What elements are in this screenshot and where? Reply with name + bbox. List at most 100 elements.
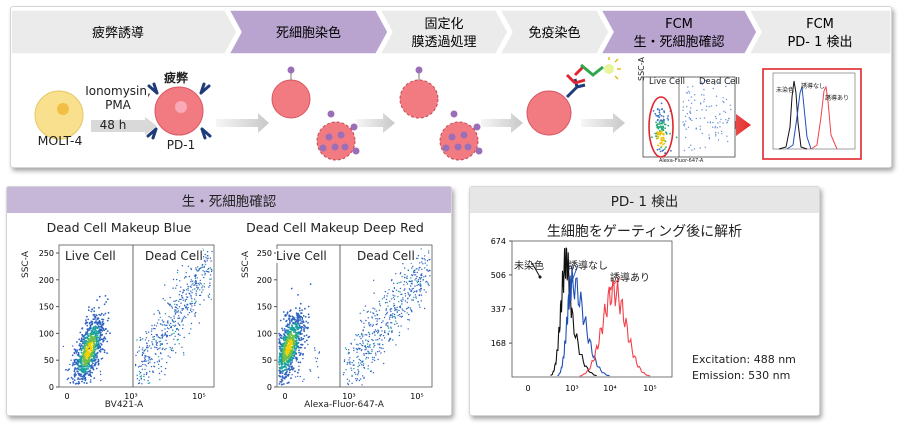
y-tick-label: 0 bbox=[267, 383, 272, 392]
mini-live-label: Live Cell bbox=[649, 77, 685, 87]
pointer-arrow-icon bbox=[609, 276, 621, 290]
pd1-subtitle: 生細胞をゲーティング後に解析 bbox=[546, 224, 743, 240]
x-tick-label: 10³ bbox=[565, 384, 578, 393]
step-chevron bbox=[498, 9, 610, 55]
histogram-series bbox=[550, 247, 597, 377]
y-tick-label: 337 bbox=[491, 305, 506, 314]
y-tick-label: 150 bbox=[257, 303, 272, 312]
mini-histogram bbox=[762, 68, 862, 160]
y-tick-label: 150 bbox=[39, 303, 54, 312]
unstained-label: 未染色 bbox=[514, 261, 544, 272]
plot1-title: Dead Cell Makeup Blue bbox=[46, 220, 192, 235]
induced-label: 誘導あり bbox=[610, 273, 650, 284]
treatment-arrow-icon bbox=[91, 117, 157, 135]
viability-header: 生・死細胞確認 bbox=[7, 187, 451, 213]
y-tick-label: 200 bbox=[39, 276, 54, 285]
no-induction-label: 誘導なし bbox=[568, 261, 608, 272]
plot1-dead-label: Dead Cell bbox=[145, 249, 203, 263]
pd1-receptor-icon bbox=[146, 82, 212, 140]
pointer-arrow-icon bbox=[571, 264, 579, 282]
plot2-title: Dead Cell Makeup Deep Red bbox=[246, 220, 424, 235]
y-tick-label: 250 bbox=[39, 249, 54, 258]
plot2-ylabel: SSC-A bbox=[241, 251, 251, 278]
histogram-series bbox=[579, 278, 651, 377]
viability-dotplots: 250 200 150 100 50 0 0 10³ 10⁵ 250 200 150 100 50 0 0 10… bbox=[39, 244, 433, 401]
y-tick-label: 50 bbox=[262, 356, 272, 365]
x-tick-label: 10⁵ bbox=[410, 392, 423, 401]
workflow-illustration bbox=[34, 57, 862, 161]
antibody-cell-icon bbox=[526, 57, 621, 136]
x-tick-label: 0 bbox=[525, 384, 530, 393]
plot1-ylabel: SSC-A bbox=[21, 251, 31, 278]
fixed-cell-icon bbox=[399, 66, 483, 161]
step-label: FCM bbox=[806, 17, 834, 32]
cell-line-label: MOLT-4 bbox=[37, 133, 83, 148]
dotplot: 250 200 150 100 50 0 0 10³ 10⁵ bbox=[257, 244, 433, 401]
pointer-arrow-icon bbox=[531, 262, 541, 278]
step-chevron bbox=[599, 9, 758, 55]
step-label: 生・死細胞確認 bbox=[633, 34, 724, 50]
mini-xlabel: Alexa-Fluor-647-A bbox=[659, 158, 704, 164]
step-label: PD- 1 検出 bbox=[787, 35, 852, 50]
pd1-panel: PD- 1 検出 生細胞をゲーティング後に解析 674 506 337 168 0 10³… bbox=[469, 186, 820, 416]
mini-no-induction-label: 誘導なし bbox=[801, 83, 826, 90]
plot1-xlabel: BV421-A bbox=[104, 400, 144, 410]
workflow-panel: 疲弊誘導 死細胞染色 固定化膜透過処理 免疫染色 FCM 生・死細胞確認 FCM PD- 1 … bbox=[10, 6, 892, 168]
arrow-icon bbox=[216, 113, 269, 133]
mini-ylabel: SSC-A bbox=[637, 57, 646, 81]
plot2-live-label: Live Cell bbox=[276, 249, 327, 263]
mini-dotplot bbox=[642, 76, 736, 158]
arrow-icon bbox=[356, 113, 395, 133]
mini-unstained-label: 未染色 bbox=[776, 87, 795, 94]
x-tick-label: 0 bbox=[64, 392, 69, 401]
duration-label: 48 h bbox=[99, 118, 127, 132]
step-chevron bbox=[11, 9, 238, 55]
step-label: 疲弊誘導 bbox=[92, 25, 144, 41]
mini-induced-label: 誘導あり bbox=[825, 95, 850, 102]
pd1-histogram: 674 506 337 168 0 10³ 10⁴ 10⁵ bbox=[491, 237, 673, 393]
x-tick-label: 10⁵ bbox=[643, 384, 656, 393]
exhausted-cell-icon bbox=[146, 82, 212, 140]
plot2-dead-label: Dead Cell bbox=[357, 249, 415, 263]
step-chevron bbox=[227, 9, 389, 55]
histogram-series bbox=[557, 266, 610, 377]
exhausted-label: 疲弊 bbox=[163, 71, 188, 85]
plot2-xlabel: Alexa-Fluor-647-A bbox=[304, 400, 384, 410]
y-tick-label: 674 bbox=[491, 237, 506, 246]
y-tick-label: 250 bbox=[257, 249, 272, 258]
y-tick-label: 100 bbox=[39, 329, 54, 338]
mini-dead-label: Dead Cell bbox=[699, 77, 740, 87]
pd1-label: PD-1 bbox=[166, 138, 196, 152]
arrow-icon bbox=[581, 113, 625, 133]
y-tick-label: 100 bbox=[257, 329, 272, 338]
arrow-icon bbox=[481, 113, 523, 133]
viability-title: 生・死細胞確認 bbox=[181, 194, 277, 210]
x-tick-label: 10⁴ bbox=[603, 384, 616, 393]
step-label: 死細胞染色 bbox=[276, 25, 341, 41]
step-label: 膜透過処理 bbox=[411, 35, 476, 50]
pd1-header: PD- 1 検出 bbox=[470, 187, 819, 213]
step-chevron bbox=[747, 9, 891, 55]
y-tick-label: 168 bbox=[491, 339, 506, 348]
emission-label: Emission: 530 nm bbox=[692, 369, 791, 382]
step-label: 固定化 bbox=[424, 17, 463, 32]
pd1-title: PD- 1 検出 bbox=[610, 194, 679, 210]
step-chevron bbox=[378, 9, 509, 55]
x-tick-label: 10⁵ bbox=[192, 392, 205, 401]
excitation-label: Excitation: 488 nm bbox=[692, 353, 796, 366]
y-tick-label: 0 bbox=[49, 383, 54, 392]
dotplot: 250 200 150 100 50 0 0 10³ 10⁵ bbox=[39, 244, 215, 401]
treatment-label: Ionomysin, PMA bbox=[85, 84, 151, 112]
plot1-live-label: Live Cell bbox=[65, 249, 116, 263]
y-tick-label: 50 bbox=[44, 356, 54, 365]
step-label: 免疫染色 bbox=[528, 25, 580, 41]
viability-panel: 生・死細胞確認 Dead Cell Makeup Blue Dead Cell … bbox=[6, 186, 452, 416]
y-tick-label: 200 bbox=[257, 276, 272, 285]
x-tick-label: 10³ bbox=[124, 392, 137, 401]
step-label: FCM bbox=[665, 17, 693, 32]
live-cell-icon bbox=[34, 90, 84, 140]
y-tick-label: 506 bbox=[491, 271, 506, 280]
x-tick-label: 0 bbox=[282, 392, 287, 401]
x-tick-label: 10³ bbox=[342, 392, 355, 401]
